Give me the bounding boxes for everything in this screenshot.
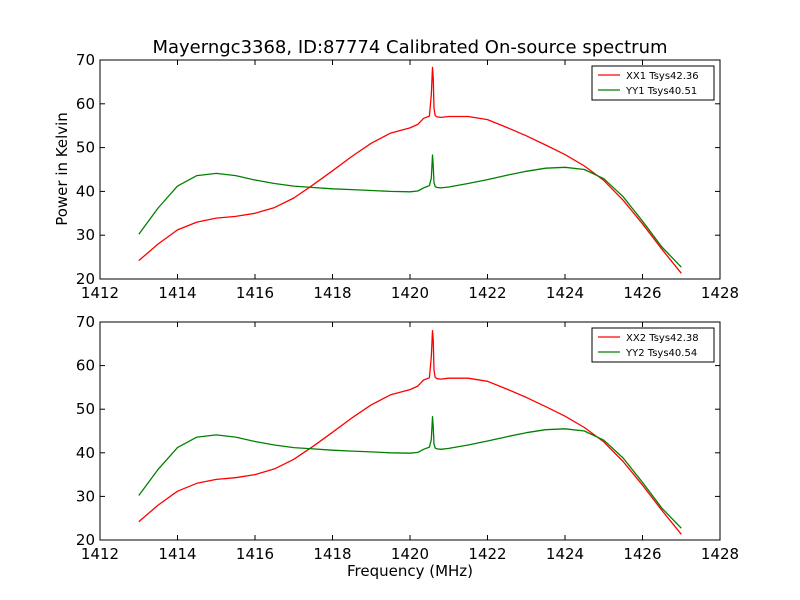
series-line-yy — [138, 154, 682, 268]
bottom-spectrum-panel: 1412 1414 1416 1418 1420 1422 1424 1426 1428 20 30… — [76, 313, 739, 563]
y-tick-label: 40 — [76, 182, 95, 200]
x-tick-label: 1426 — [623, 545, 661, 563]
legend-box — [591, 65, 715, 101]
series-line-yy — [138, 415, 682, 529]
x-tick-label: 1418 — [313, 545, 351, 563]
x-tick-label: 1420 — [391, 545, 429, 563]
x-tick-label: 1414 — [158, 545, 196, 563]
x-tick-label: 1422 — [468, 545, 506, 563]
legend-label: YY1 Tsys40.51 — [625, 86, 697, 97]
x-tick-label: 1428 — [701, 545, 739, 563]
x-tick-label: 1424 — [546, 284, 584, 302]
y-tick-label: 50 — [76, 400, 95, 418]
x-tick-label: 1426 — [623, 284, 661, 302]
y-tick-label: 70 — [76, 313, 95, 331]
x-tick-label: 1412 — [81, 284, 119, 302]
y-tick-label: 60 — [76, 95, 95, 113]
y-tick-label: 60 — [76, 357, 95, 375]
y-tick-label: 20 — [76, 270, 95, 288]
x-tick-label: 1422 — [468, 284, 506, 302]
legend-label: YY2 Tsys40.54 — [625, 348, 697, 359]
y-tick-label: 30 — [76, 226, 95, 244]
y-tick-label: 70 — [76, 51, 95, 69]
x-tick-label: 1418 — [313, 284, 351, 302]
x-tick-label: 1428 — [701, 284, 739, 302]
y-tick-label: 30 — [76, 487, 95, 505]
y-tick-label: 40 — [76, 444, 95, 462]
legend: XX2 Tsys42.38 YY2 Tsys40.54 — [591, 327, 715, 363]
x-tick-label: 1416 — [236, 545, 274, 563]
x-tick-label: 1420 — [391, 284, 429, 302]
legend: XX1 Tsys42.36 YY1 Tsys40.51 — [591, 65, 715, 101]
series-line-xx — [138, 330, 682, 535]
legend-label: XX2 Tsys42.38 — [626, 333, 699, 344]
series-line-xx — [138, 66, 682, 274]
x-axis-label: Frequency (MHz) — [347, 562, 473, 580]
x-tick-label: 1424 — [546, 545, 584, 563]
top-spectrum-panel: 1412 1414 1416 1418 1420 1422 1424 1426 1428 20 30… — [76, 51, 739, 302]
y-axis-label: Power in Kelvin — [53, 112, 71, 226]
figure-title: Mayerngc3368, ID:87774 Calibrated On-sou… — [152, 37, 667, 58]
legend-box — [591, 327, 715, 363]
x-tick-label: 1414 — [158, 284, 196, 302]
legend-label: XX1 Tsys42.36 — [626, 71, 699, 82]
y-tick-label: 50 — [76, 139, 95, 157]
x-tick-label: 1416 — [236, 284, 274, 302]
y-tick-label: 20 — [76, 531, 95, 549]
x-tick-label: 1412 — [81, 545, 119, 563]
